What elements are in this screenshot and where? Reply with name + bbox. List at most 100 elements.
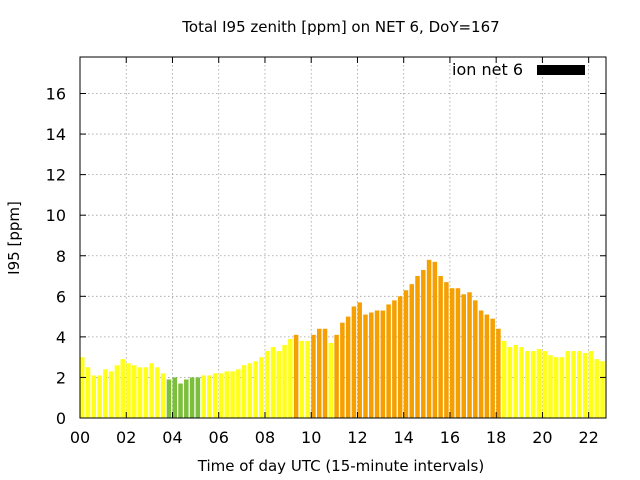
y-tick-label: 0: [56, 409, 66, 428]
bar: [288, 338, 293, 418]
bar: [207, 375, 212, 418]
bar: [432, 261, 438, 418]
bar: [80, 357, 85, 418]
bar: [259, 357, 264, 418]
bar: [386, 304, 391, 418]
bar: [536, 349, 542, 418]
bar: [565, 351, 571, 418]
bar: [444, 282, 449, 418]
y-axis: 0 2 4 6 8 10 12 14 16: [46, 85, 606, 428]
bar: [363, 314, 368, 418]
bar: [253, 361, 258, 418]
bar: [345, 316, 351, 418]
bar: [588, 351, 594, 418]
x-tick-label: 00: [70, 428, 90, 447]
y-tick-label: 2: [56, 368, 66, 387]
bar: [582, 353, 588, 418]
plot-frame: [79, 56, 607, 419]
chart-title: Total I95 zenith [ppm] on NET 6, DoY=167: [181, 18, 499, 36]
bar: [230, 371, 235, 418]
bar: [397, 296, 403, 418]
bar: [421, 269, 426, 418]
bar: [178, 383, 183, 418]
bar: [438, 276, 443, 418]
y-tick-label: 8: [56, 247, 66, 266]
bar: [351, 306, 357, 418]
y-tick-label: 6: [56, 287, 66, 306]
x-tick-label: 20: [532, 428, 552, 447]
bar: [236, 369, 241, 418]
bar: [409, 284, 414, 418]
bar: [542, 351, 547, 418]
bar: [501, 340, 507, 418]
bar: [548, 355, 553, 418]
bar: [513, 344, 519, 418]
x-tick-label: 04: [162, 428, 182, 447]
bar: [155, 367, 160, 418]
bar: [91, 375, 97, 418]
bar: [172, 377, 177, 418]
bar: [241, 365, 247, 418]
x-tick-label: 22: [578, 428, 598, 447]
bar: [311, 334, 316, 418]
bar: [525, 351, 530, 418]
legend-swatch: [537, 65, 585, 75]
bar: [126, 363, 131, 418]
bar: [108, 371, 114, 418]
x-tick-label: 06: [209, 428, 229, 447]
x-tick-label: 02: [116, 428, 136, 447]
bar: [143, 367, 149, 418]
bar: [224, 371, 230, 418]
bar: [160, 373, 166, 418]
bar: [282, 344, 287, 418]
y-tick-label: 14: [46, 125, 66, 144]
bar: [496, 328, 501, 418]
x-axis: 00 02 04 06 08 10 12 14 16 18 20 22: [70, 57, 599, 447]
bar: [473, 300, 478, 418]
bar: [340, 322, 345, 418]
legend-label: ion net 6: [452, 60, 523, 79]
bar: [594, 359, 599, 418]
bar: [449, 288, 455, 418]
bar: [293, 334, 299, 418]
y-axis-title: I95 [ppm]: [5, 201, 23, 275]
bar: [374, 310, 380, 418]
bar: [530, 351, 536, 418]
y-tick-label: 12: [46, 166, 66, 185]
bar: [571, 351, 576, 418]
bar: [369, 312, 374, 418]
bar: [484, 314, 490, 418]
bar: [380, 310, 386, 418]
bar: [247, 363, 253, 418]
bar: [276, 351, 282, 418]
bar: [461, 294, 467, 418]
bar: [403, 290, 409, 418]
bars: [80, 259, 605, 418]
bar: [507, 347, 513, 418]
bar: [490, 318, 495, 418]
bar: [212, 373, 218, 418]
legend: ion net 6: [452, 60, 585, 79]
bar: [357, 302, 362, 418]
x-tick-label: 14: [394, 428, 414, 447]
bar: [120, 359, 125, 418]
bar: [264, 351, 270, 418]
bar: [85, 367, 91, 418]
x-tick-label: 10: [301, 428, 321, 447]
bar: [184, 379, 189, 418]
bar: [97, 375, 102, 418]
bar: [426, 259, 432, 418]
x-tick-label: 08: [255, 428, 275, 447]
bar: [270, 347, 276, 418]
bar: [600, 361, 605, 418]
y-tick-label: 10: [46, 206, 66, 225]
bar: [553, 357, 559, 418]
bar: [415, 276, 420, 418]
bar: [328, 342, 334, 418]
bar: [218, 373, 224, 418]
bar: [103, 369, 108, 418]
bar: [455, 288, 461, 418]
bar: [166, 379, 172, 418]
x-tick-label: 16: [440, 428, 460, 447]
